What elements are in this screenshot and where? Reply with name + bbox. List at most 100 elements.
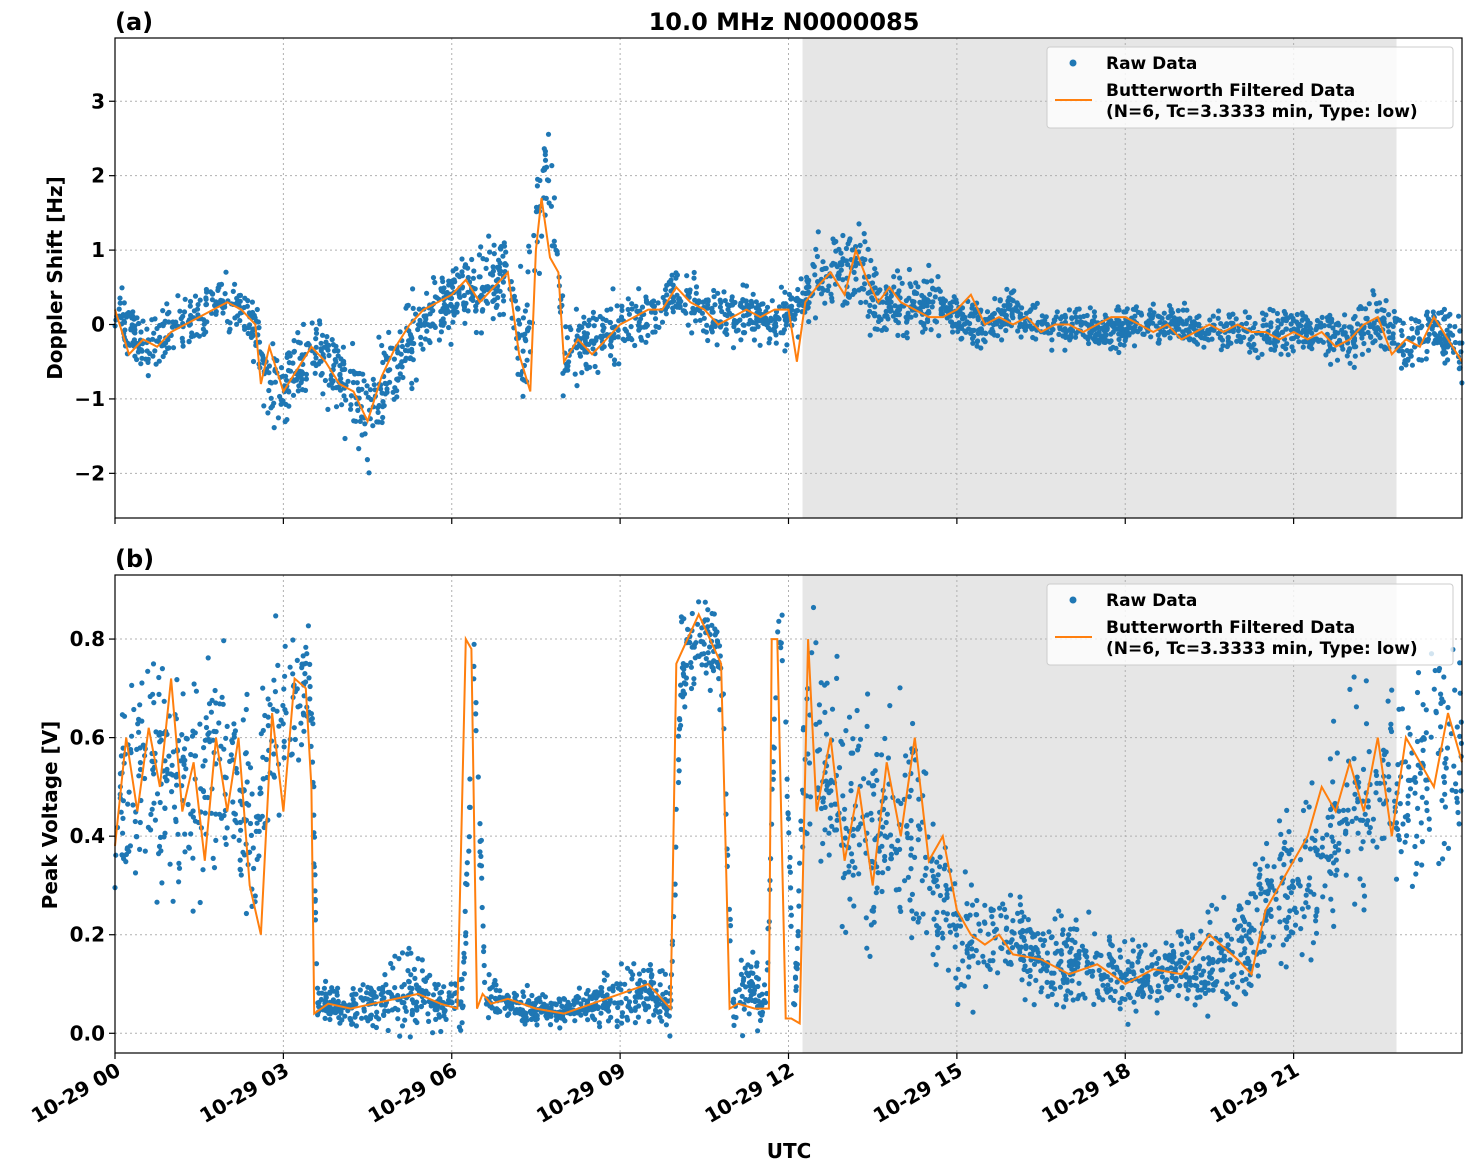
raw-point bbox=[904, 335, 910, 341]
raw-point bbox=[1449, 787, 1455, 793]
raw-point bbox=[443, 1016, 449, 1023]
raw-point bbox=[1412, 790, 1418, 796]
raw-point bbox=[120, 798, 126, 804]
raw-point bbox=[944, 894, 950, 901]
raw-point bbox=[985, 931, 991, 937]
raw-point bbox=[1368, 333, 1374, 339]
raw-point bbox=[524, 357, 530, 363]
raw-point bbox=[258, 790, 264, 796]
raw-point bbox=[899, 280, 905, 286]
raw-point bbox=[882, 735, 888, 742]
raw-point bbox=[675, 733, 682, 739]
raw-point bbox=[337, 387, 343, 393]
raw-point bbox=[1296, 339, 1302, 345]
raw-point bbox=[1371, 326, 1378, 332]
raw-point bbox=[1436, 667, 1442, 674]
raw-point bbox=[803, 285, 810, 291]
raw-point bbox=[1213, 906, 1220, 912]
raw-point bbox=[1017, 949, 1023, 955]
raw-point bbox=[1035, 319, 1041, 325]
raw-point bbox=[1207, 919, 1213, 925]
raw-point bbox=[714, 342, 720, 348]
raw-point bbox=[1131, 343, 1138, 349]
raw-point bbox=[1115, 304, 1121, 310]
raw-point bbox=[910, 720, 916, 727]
raw-point bbox=[475, 774, 481, 780]
raw-point bbox=[414, 1019, 420, 1026]
raw-point bbox=[672, 881, 678, 887]
raw-point bbox=[1410, 335, 1416, 341]
raw-point bbox=[1073, 330, 1079, 336]
raw-point bbox=[1313, 828, 1319, 834]
raw-point bbox=[590, 315, 596, 321]
raw-point bbox=[1004, 286, 1010, 292]
raw-point bbox=[975, 315, 981, 321]
raw-point bbox=[1221, 958, 1227, 964]
raw-point bbox=[604, 972, 610, 978]
raw-point bbox=[708, 324, 714, 331]
raw-point bbox=[591, 323, 597, 329]
raw-point bbox=[1423, 800, 1429, 806]
raw-point bbox=[984, 309, 991, 315]
raw-point bbox=[850, 833, 856, 839]
raw-point bbox=[479, 875, 485, 881]
raw-point bbox=[709, 329, 715, 335]
raw-point bbox=[756, 993, 763, 999]
raw-point bbox=[513, 992, 520, 999]
raw-point bbox=[1366, 749, 1372, 755]
raw-point bbox=[1159, 995, 1165, 1001]
raw-point bbox=[923, 865, 929, 871]
raw-point bbox=[133, 834, 139, 840]
raw-point bbox=[794, 966, 800, 972]
raw-point bbox=[1109, 956, 1115, 962]
raw-point bbox=[997, 905, 1003, 911]
raw-point bbox=[420, 346, 426, 352]
raw-point bbox=[534, 1013, 540, 1019]
raw-point bbox=[981, 919, 988, 925]
raw-point bbox=[999, 308, 1005, 314]
raw-point bbox=[136, 773, 142, 779]
raw-point bbox=[1423, 707, 1429, 713]
raw-point bbox=[162, 830, 168, 836]
raw-point bbox=[1232, 917, 1238, 923]
raw-point bbox=[867, 308, 873, 314]
raw-point bbox=[1273, 896, 1279, 902]
raw-point bbox=[820, 795, 827, 801]
raw-point bbox=[1423, 312, 1430, 318]
raw-point bbox=[520, 989, 526, 995]
raw-point bbox=[1420, 747, 1426, 754]
raw-point bbox=[291, 338, 297, 344]
raw-point bbox=[526, 243, 532, 249]
raw-point bbox=[653, 323, 659, 329]
raw-point bbox=[1420, 735, 1427, 741]
raw-point bbox=[1400, 352, 1406, 358]
raw-point bbox=[1414, 860, 1420, 867]
raw-point bbox=[786, 864, 793, 870]
raw-point bbox=[240, 717, 246, 723]
raw-point bbox=[1391, 308, 1397, 315]
raw-point bbox=[1264, 840, 1270, 847]
raw-point bbox=[400, 374, 406, 381]
raw-point bbox=[796, 903, 802, 909]
raw-point bbox=[693, 290, 699, 296]
raw-point bbox=[237, 318, 243, 324]
raw-point bbox=[169, 762, 175, 768]
raw-point bbox=[820, 840, 826, 847]
raw-point bbox=[1175, 992, 1181, 999]
raw-point bbox=[1011, 288, 1017, 294]
raw-point bbox=[290, 392, 297, 398]
raw-point bbox=[652, 310, 658, 316]
raw-point bbox=[934, 909, 940, 916]
raw-point bbox=[150, 353, 156, 359]
raw-point bbox=[478, 853, 484, 860]
raw-point bbox=[1283, 326, 1289, 332]
raw-point bbox=[840, 232, 846, 239]
raw-point bbox=[120, 815, 126, 822]
raw-point bbox=[1363, 678, 1369, 684]
raw-point bbox=[338, 1008, 344, 1014]
raw-point bbox=[1299, 317, 1305, 323]
raw-point bbox=[1167, 335, 1173, 341]
raw-point bbox=[477, 862, 483, 868]
raw-point bbox=[750, 291, 756, 297]
raw-point bbox=[1424, 807, 1430, 814]
